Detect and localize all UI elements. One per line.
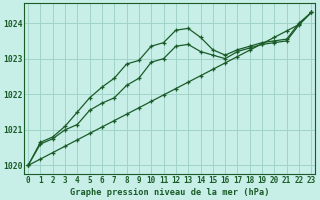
X-axis label: Graphe pression niveau de la mer (hPa): Graphe pression niveau de la mer (hPa) [70, 188, 269, 197]
